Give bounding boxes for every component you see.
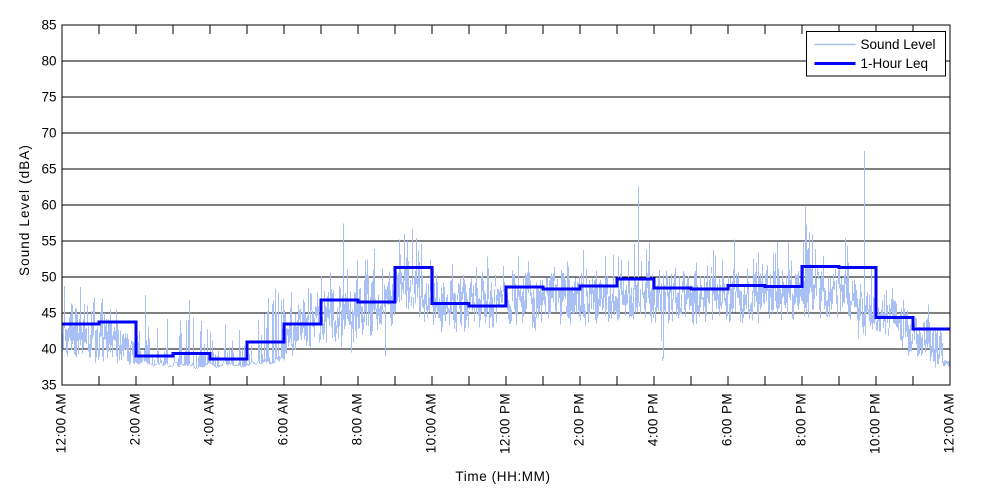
svg-text:85: 85 <box>41 18 56 33</box>
svg-text:4:00 AM: 4:00 AM <box>202 393 217 445</box>
svg-text:12:00 AM: 12:00 AM <box>54 393 69 453</box>
svg-text:12:00 AM: 12:00 AM <box>942 393 957 453</box>
svg-text:8:00 PM: 8:00 PM <box>794 393 809 446</box>
svg-text:Sound Level: Sound Level <box>861 37 936 52</box>
svg-text:80: 80 <box>41 54 56 69</box>
svg-text:10:00 AM: 10:00 AM <box>424 393 439 453</box>
svg-text:55: 55 <box>41 234 56 249</box>
svg-text:2:00 AM: 2:00 AM <box>128 393 143 445</box>
svg-text:40: 40 <box>41 342 56 357</box>
svg-text:35: 35 <box>41 378 56 393</box>
svg-text:6:00 PM: 6:00 PM <box>720 393 735 446</box>
svg-text:10:00 PM: 10:00 PM <box>868 393 883 454</box>
svg-text:4:00 PM: 4:00 PM <box>646 393 661 446</box>
svg-text:12:00 PM: 12:00 PM <box>498 393 513 454</box>
svg-text:Sound Level (dBA): Sound Level (dBA) <box>17 144 32 276</box>
svg-text:1-Hour Leq: 1-Hour Leq <box>861 56 929 71</box>
svg-text:65: 65 <box>41 162 56 177</box>
svg-text:60: 60 <box>41 198 56 213</box>
svg-text:6:00 AM: 6:00 AM <box>276 393 291 445</box>
svg-text:50: 50 <box>41 270 56 285</box>
svg-text:8:00 AM: 8:00 AM <box>350 393 365 445</box>
svg-text:75: 75 <box>41 90 56 105</box>
svg-text:2:00 PM: 2:00 PM <box>572 393 587 446</box>
svg-text:70: 70 <box>41 126 56 141</box>
svg-text:Time (HH:MM): Time (HH:MM) <box>455 469 550 484</box>
svg-text:45: 45 <box>41 306 56 321</box>
